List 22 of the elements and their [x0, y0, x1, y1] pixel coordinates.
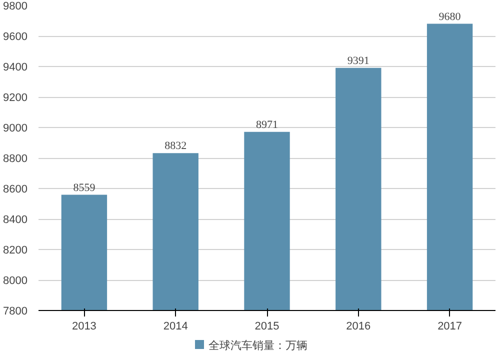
x-tick-label: 2015 — [254, 320, 280, 332]
y-tick-label: 8400 — [3, 214, 28, 226]
data-label: 8559 — [73, 182, 96, 194]
data-label: 9680 — [438, 10, 462, 23]
x-tick-label: 2014 — [163, 320, 188, 332]
y-tick-label: 9800 — [3, 0, 28, 12]
data-label: 9391 — [347, 54, 370, 67]
legend-label: 全球汽车销量：万辆 — [208, 339, 308, 352]
y-tick-label: 7800 — [3, 306, 28, 318]
y-tick-label: 9200 — [3, 92, 28, 104]
x-tick-label: 2013 — [72, 320, 96, 332]
data-label: 8971 — [256, 118, 278, 131]
y-tick-label: 8000 — [3, 275, 28, 287]
y-tick-label: 8800 — [3, 153, 28, 165]
y-tick-label: 9600 — [3, 31, 28, 43]
data-label: 8832 — [164, 140, 187, 152]
y-tick-label: 8600 — [3, 184, 28, 196]
y-tick-label: 8200 — [3, 244, 28, 256]
x-tick-label: 2016 — [346, 320, 371, 332]
y-tick-label: 9400 — [3, 62, 28, 74]
y-tick-label: 9000 — [3, 122, 28, 134]
x-tick-label: 2017 — [438, 320, 462, 332]
